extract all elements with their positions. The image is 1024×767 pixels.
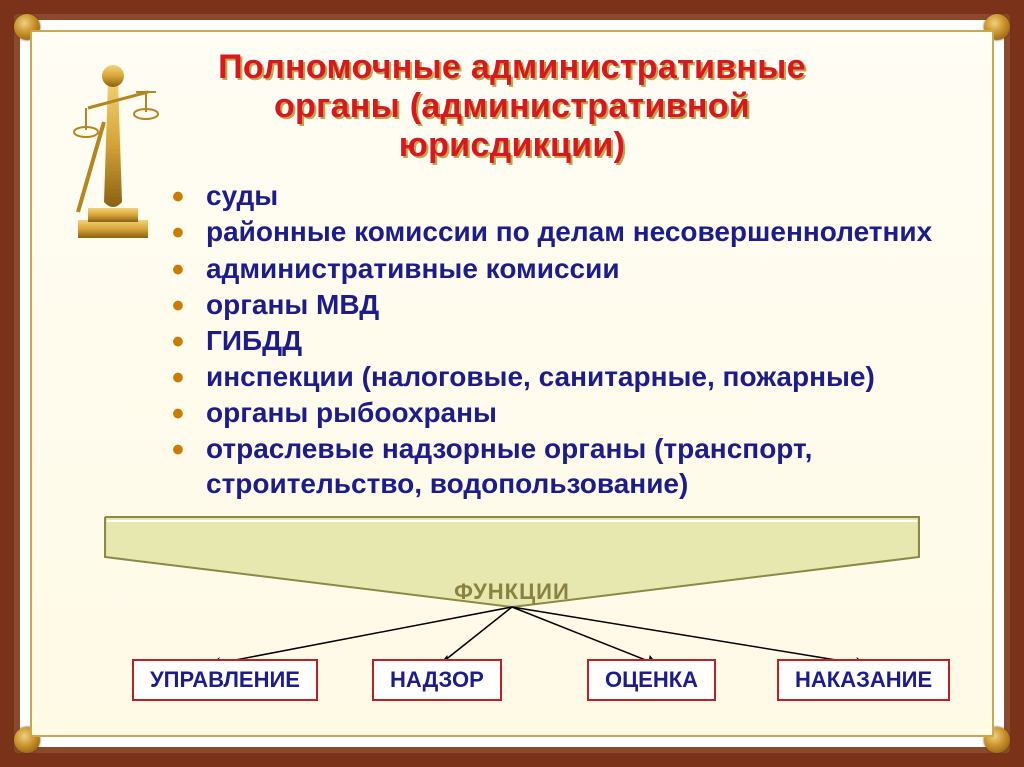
list-item: органы рыбоохраны	[172, 396, 952, 430]
list-item: районные комиссии по делам несовершеннол…	[172, 215, 952, 249]
mid-frame: Полномочные административные органы (адм…	[14, 14, 1010, 753]
bullet-list: суды районные комиссии по делам несоверш…	[172, 179, 952, 500]
title-line-3: юрисдикции)	[399, 126, 625, 164]
bullet-text: суды	[206, 180, 278, 211]
arrows-group	[209, 607, 866, 665]
list-item: суды	[172, 179, 952, 213]
slide-title: Полномочные административные органы (адм…	[72, 48, 952, 165]
bullet-text: административные комиссии	[206, 253, 620, 284]
banner-label: ФУНКЦИИ	[32, 579, 992, 605]
bullet-text: инспекции (налоговые, санитарные, пожарн…	[206, 361, 875, 392]
title-line-2: органы (административной	[274, 87, 750, 125]
title-line-1: Полномочные административные	[218, 48, 806, 86]
list-item: административные комиссии	[172, 252, 952, 286]
list-item: органы МВД	[172, 288, 952, 322]
function-box-upravlenie: УПРАВЛЕНИЕ	[132, 659, 318, 701]
justice-statue-icon	[58, 52, 168, 242]
slide-canvas: Полномочные административные органы (адм…	[30, 30, 994, 737]
function-box-nakazanie: НАКАЗАНИЕ	[777, 659, 950, 701]
bullet-text: органы рыбоохраны	[206, 397, 497, 428]
function-box-ocenka: ОЦЕНКА	[587, 659, 716, 701]
bullet-text: районные комиссии по делам несовершеннол…	[206, 216, 932, 247]
list-item: ГИБДД	[172, 324, 952, 358]
functions-diagram: ФУНКЦИИ УПРАВЛЕНИЕ НАДЗОР ОЦЕНКА НАКАЗАН…	[32, 477, 992, 707]
outer-frame: Полномочные административные органы (адм…	[0, 0, 1024, 767]
bullet-text: ГИБДД	[206, 325, 302, 356]
function-box-nadzor: НАДЗОР	[372, 659, 502, 701]
bullet-text: органы МВД	[206, 289, 379, 320]
list-item: инспекции (налоговые, санитарные, пожарн…	[172, 360, 952, 394]
